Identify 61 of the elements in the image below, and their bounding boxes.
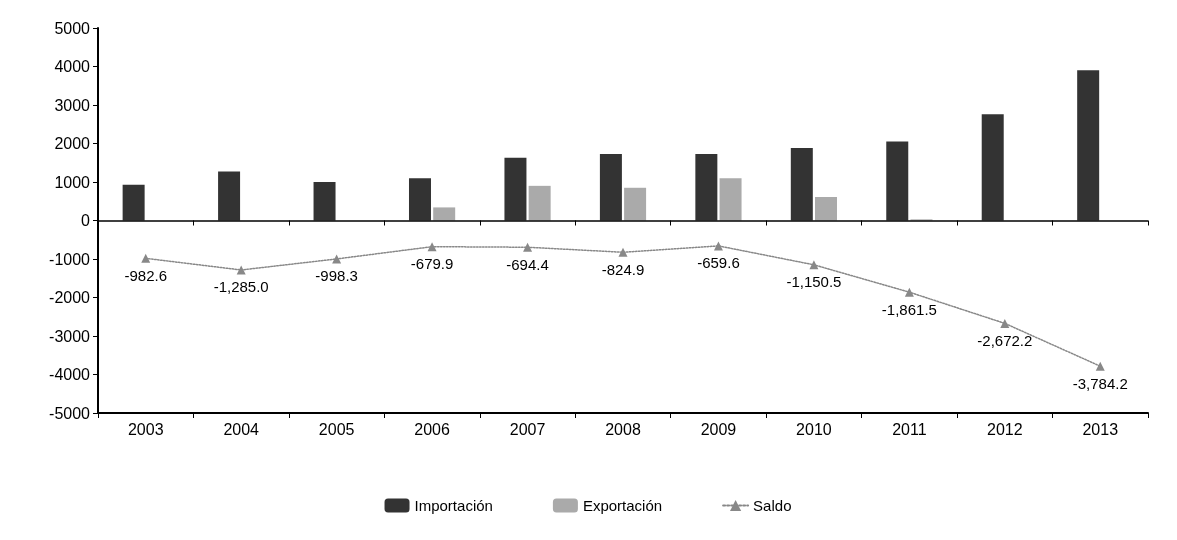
y-tick-label: 0 (81, 212, 91, 229)
bar (504, 157, 527, 221)
bar (122, 184, 145, 221)
legend-label: Saldo (753, 497, 792, 514)
bar (433, 207, 456, 221)
data-label: -679.9 (410, 255, 454, 273)
bar (599, 153, 622, 221)
point (904, 287, 914, 297)
data-label: -659.6 (697, 254, 740, 272)
data-label: -1,285.0 (213, 278, 269, 296)
point (809, 260, 819, 270)
x-tick-label: 2003 (127, 420, 164, 438)
bar (313, 182, 336, 221)
point (427, 242, 437, 252)
x-tick-label: 2012 (987, 420, 1023, 438)
y-tick-label: 1000 (54, 173, 91, 191)
bar (528, 185, 551, 221)
point (141, 253, 151, 263)
point (523, 242, 533, 252)
data-label: -998.3 (315, 267, 358, 285)
point (1095, 361, 1105, 371)
y-tick-label: 3000 (54, 96, 91, 114)
y-tick-label: -4000 (49, 366, 91, 383)
data-label: -982.6 (124, 266, 167, 284)
data-label: -1,150.5 (786, 273, 842, 291)
bar (719, 178, 742, 221)
bar (624, 187, 647, 221)
bar (408, 178, 431, 221)
y-tick-label: 2000 (54, 135, 91, 152)
legend-label: Exportación (582, 497, 663, 514)
point (713, 241, 723, 251)
y-tick-label: -3000 (49, 327, 91, 345)
y-tick-label: -2000 (49, 289, 91, 306)
data-label: -694.4 (506, 255, 549, 273)
point (618, 247, 628, 257)
bar (695, 153, 718, 221)
bar (790, 148, 813, 221)
x-tick-label: 2013 (1082, 420, 1119, 438)
x-tick-label: 2009 (700, 420, 737, 438)
y-tick-label: -5000 (49, 404, 91, 422)
bar (981, 114, 1004, 221)
x-tick-label: 2004 (223, 420, 260, 438)
data-label: -3,784.2 (1072, 374, 1128, 392)
x-tick-label: 2011 (892, 420, 927, 438)
y-tick-label: 4000 (54, 58, 91, 75)
x-tick-label: 2008 (605, 420, 641, 438)
x-tick-label: 2006 (414, 420, 450, 438)
point (1000, 318, 1010, 328)
y-tick-label: -1000 (49, 250, 91, 268)
bar (815, 197, 838, 221)
x-tick-label: 2007 (509, 420, 546, 438)
bar (218, 171, 241, 221)
data-label: -1,861.5 (881, 300, 937, 318)
data-label: -2,672.2 (977, 331, 1033, 349)
bar (886, 141, 909, 221)
legend-label: Importación (414, 497, 493, 514)
y-tick-label: 5000 (54, 19, 91, 37)
bar (1077, 70, 1100, 221)
x-tick-label: 2005 (318, 420, 355, 438)
data-label: -824.9 (601, 260, 645, 278)
x-tick-label: 2010 (796, 420, 832, 438)
